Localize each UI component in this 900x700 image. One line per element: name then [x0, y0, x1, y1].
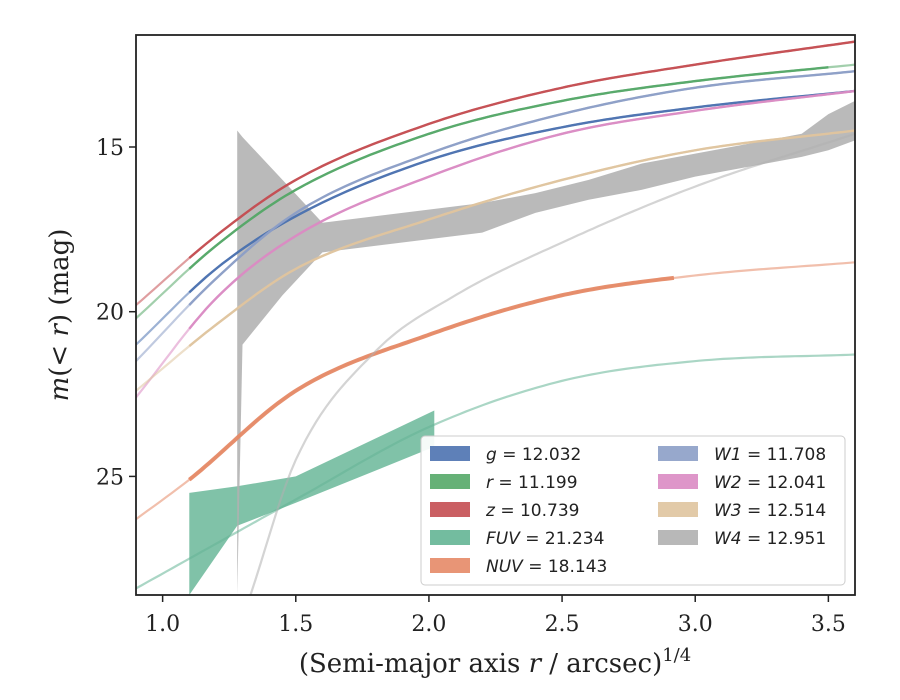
- series-profile-r: [188, 66, 829, 270]
- legend-label-w2: W2 = 12.041: [714, 473, 826, 493]
- plot-area: [136, 40, 855, 595]
- x-axis-ticks: 1.0 1.5 2.0 2.5 3.0 3.5: [145, 595, 846, 637]
- legend-swatch-w3: [658, 502, 698, 517]
- legend-swatch-w2: [658, 474, 698, 489]
- legend-swatch-w4: [658, 530, 698, 545]
- band-fuv: [189, 410, 435, 595]
- series-profile-w1: [188, 70, 855, 306]
- legend-label-g: g = 12.032: [486, 445, 581, 465]
- series-profile-z: [188, 40, 855, 259]
- y-axis-label: m(< r) (mag): [45, 229, 75, 402]
- series-line-w4: [249, 132, 855, 595]
- series-profile-g: [188, 89, 855, 294]
- series-profile-w3: [188, 129, 855, 348]
- legend-label-w3: W3 = 12.514: [714, 501, 826, 521]
- axes: 1.0 1.5 2.0 2.5 3.0 3.5 15 20 25: [96, 34, 856, 637]
- x-tick-label: 2.0: [411, 612, 446, 637]
- legend-swatch-nuv: [430, 558, 470, 573]
- y-axis-ticks: 15 20 25: [96, 136, 136, 490]
- legend-label-nuv: NUV = 18.143: [486, 557, 607, 577]
- x-axis-label: (Semi-major axis r / arcsec)1/4: [299, 645, 691, 679]
- legend-label-w1: W1 = 11.708: [714, 445, 826, 465]
- legend-label-w4: W4 = 12.951: [714, 529, 826, 549]
- legend-box: [420, 435, 846, 586]
- legend-label-r: r = 11.199: [486, 473, 578, 493]
- legend-swatch-r: [430, 474, 470, 489]
- x-tick-label: 3.0: [678, 612, 713, 637]
- legend-swatch-fuv: [430, 530, 470, 545]
- series-profile-w2: [188, 89, 855, 330]
- x-tick-label: 3.5: [811, 612, 846, 637]
- y-tick-label: 25: [96, 465, 124, 490]
- legend-swatch-w1: [658, 446, 698, 461]
- legend-swatch-g: [430, 446, 470, 461]
- x-tick-label: 2.5: [545, 612, 580, 637]
- band-w4: [237, 100, 855, 595]
- x-tick-label: 1.0: [145, 612, 180, 637]
- legend-items: g = 12.032 r = 11.199 z = 10.739 FUV = 21.2…: [430, 445, 826, 577]
- legend-label-z: z = 10.739: [485, 501, 579, 521]
- legend-label-fuv: FUV = 21.234: [486, 529, 604, 549]
- legend: g = 12.032 r = 11.199 z = 10.739 FUV = 21.2…: [420, 435, 846, 586]
- plot-frame: [135, 34, 856, 596]
- series-line-fuv: [136, 353, 855, 590]
- series-profile-nuv: [188, 275, 675, 482]
- y-tick-label: 20: [96, 301, 124, 326]
- x-tick-label: 1.5: [278, 612, 313, 637]
- legend-swatch-z: [430, 502, 470, 517]
- y-tick-label: 15: [96, 136, 124, 161]
